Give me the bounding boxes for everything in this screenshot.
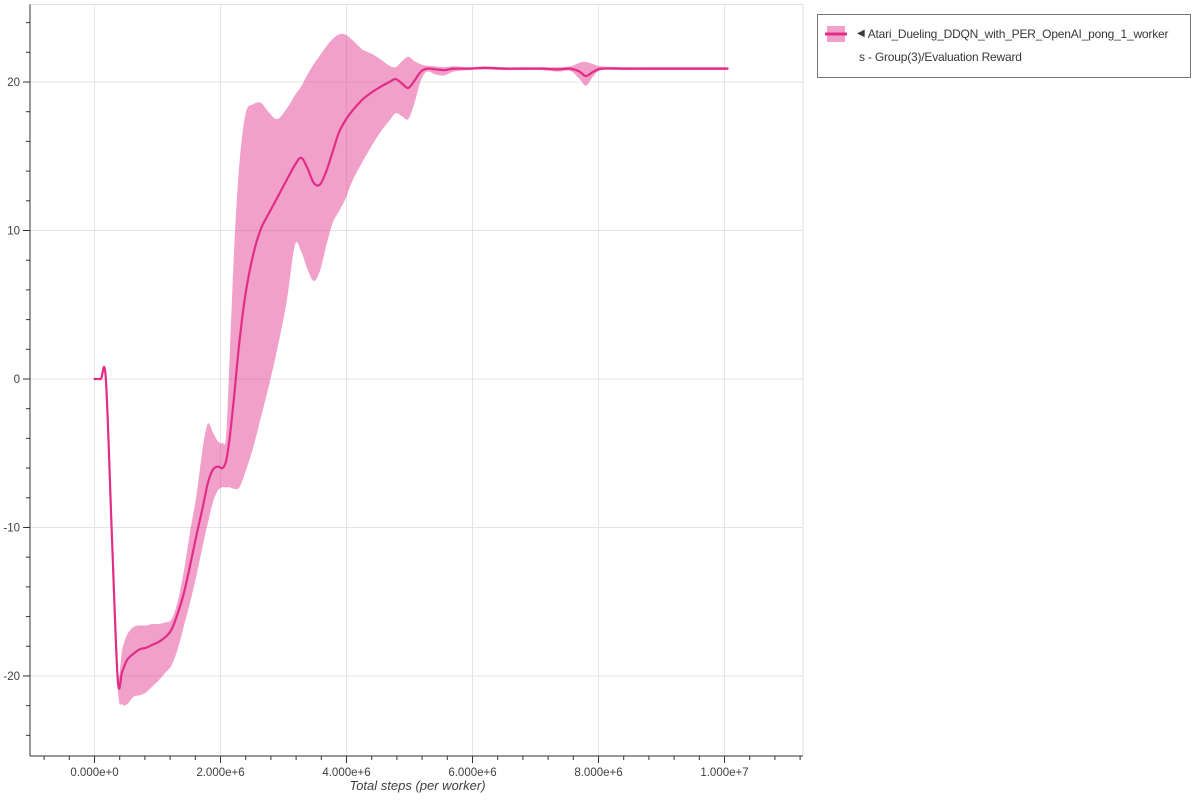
legend-item[interactable]: ◀ Atari_Dueling_DDQN_with_PER_OpenAI_pon… <box>825 23 1190 45</box>
y-tick-label: 10 <box>7 225 20 237</box>
legend-swatch <box>825 26 847 42</box>
y-tick-label: 20 <box>7 77 20 89</box>
x-tick-label: 8.000e+6 <box>574 767 622 779</box>
y-tick-label: -10 <box>3 522 20 534</box>
y-tick-label: -20 <box>3 671 20 683</box>
legend-collapse-icon[interactable]: ◀ <box>857 28 865 39</box>
legend-box: ◀ Atari_Dueling_DDQN_with_PER_OpenAI_pon… <box>817 14 1191 78</box>
x-tick-label: 0.000e+0 <box>70 767 118 779</box>
x-axis-label: Total steps (per worker) <box>349 778 486 793</box>
tick-labels: 0.000e+0 2.000e+6 4.000e+6 6.000e+6 8.000e+6… <box>3 77 748 779</box>
plot-area <box>29 4 804 757</box>
legend-label-line2: s - Group(3)/Evaluation Reward <box>859 50 1022 64</box>
x-tick-label: 1.000e+7 <box>700 767 748 779</box>
confidence-band <box>94 33 728 706</box>
tick-marks <box>23 22 801 763</box>
x-tick-label: 4.000e+6 <box>322 767 370 779</box>
y-tick-label: 0 <box>14 374 20 386</box>
x-tick-label: 6.000e+6 <box>448 767 496 779</box>
gridlines <box>30 4 803 756</box>
mean-line <box>93 66 729 690</box>
legend-label-line1: Atari_Dueling_DDQN_with_PER_OpenAI_pong_… <box>867 27 1169 41</box>
x-tick-label: 2.000e+6 <box>196 767 244 779</box>
